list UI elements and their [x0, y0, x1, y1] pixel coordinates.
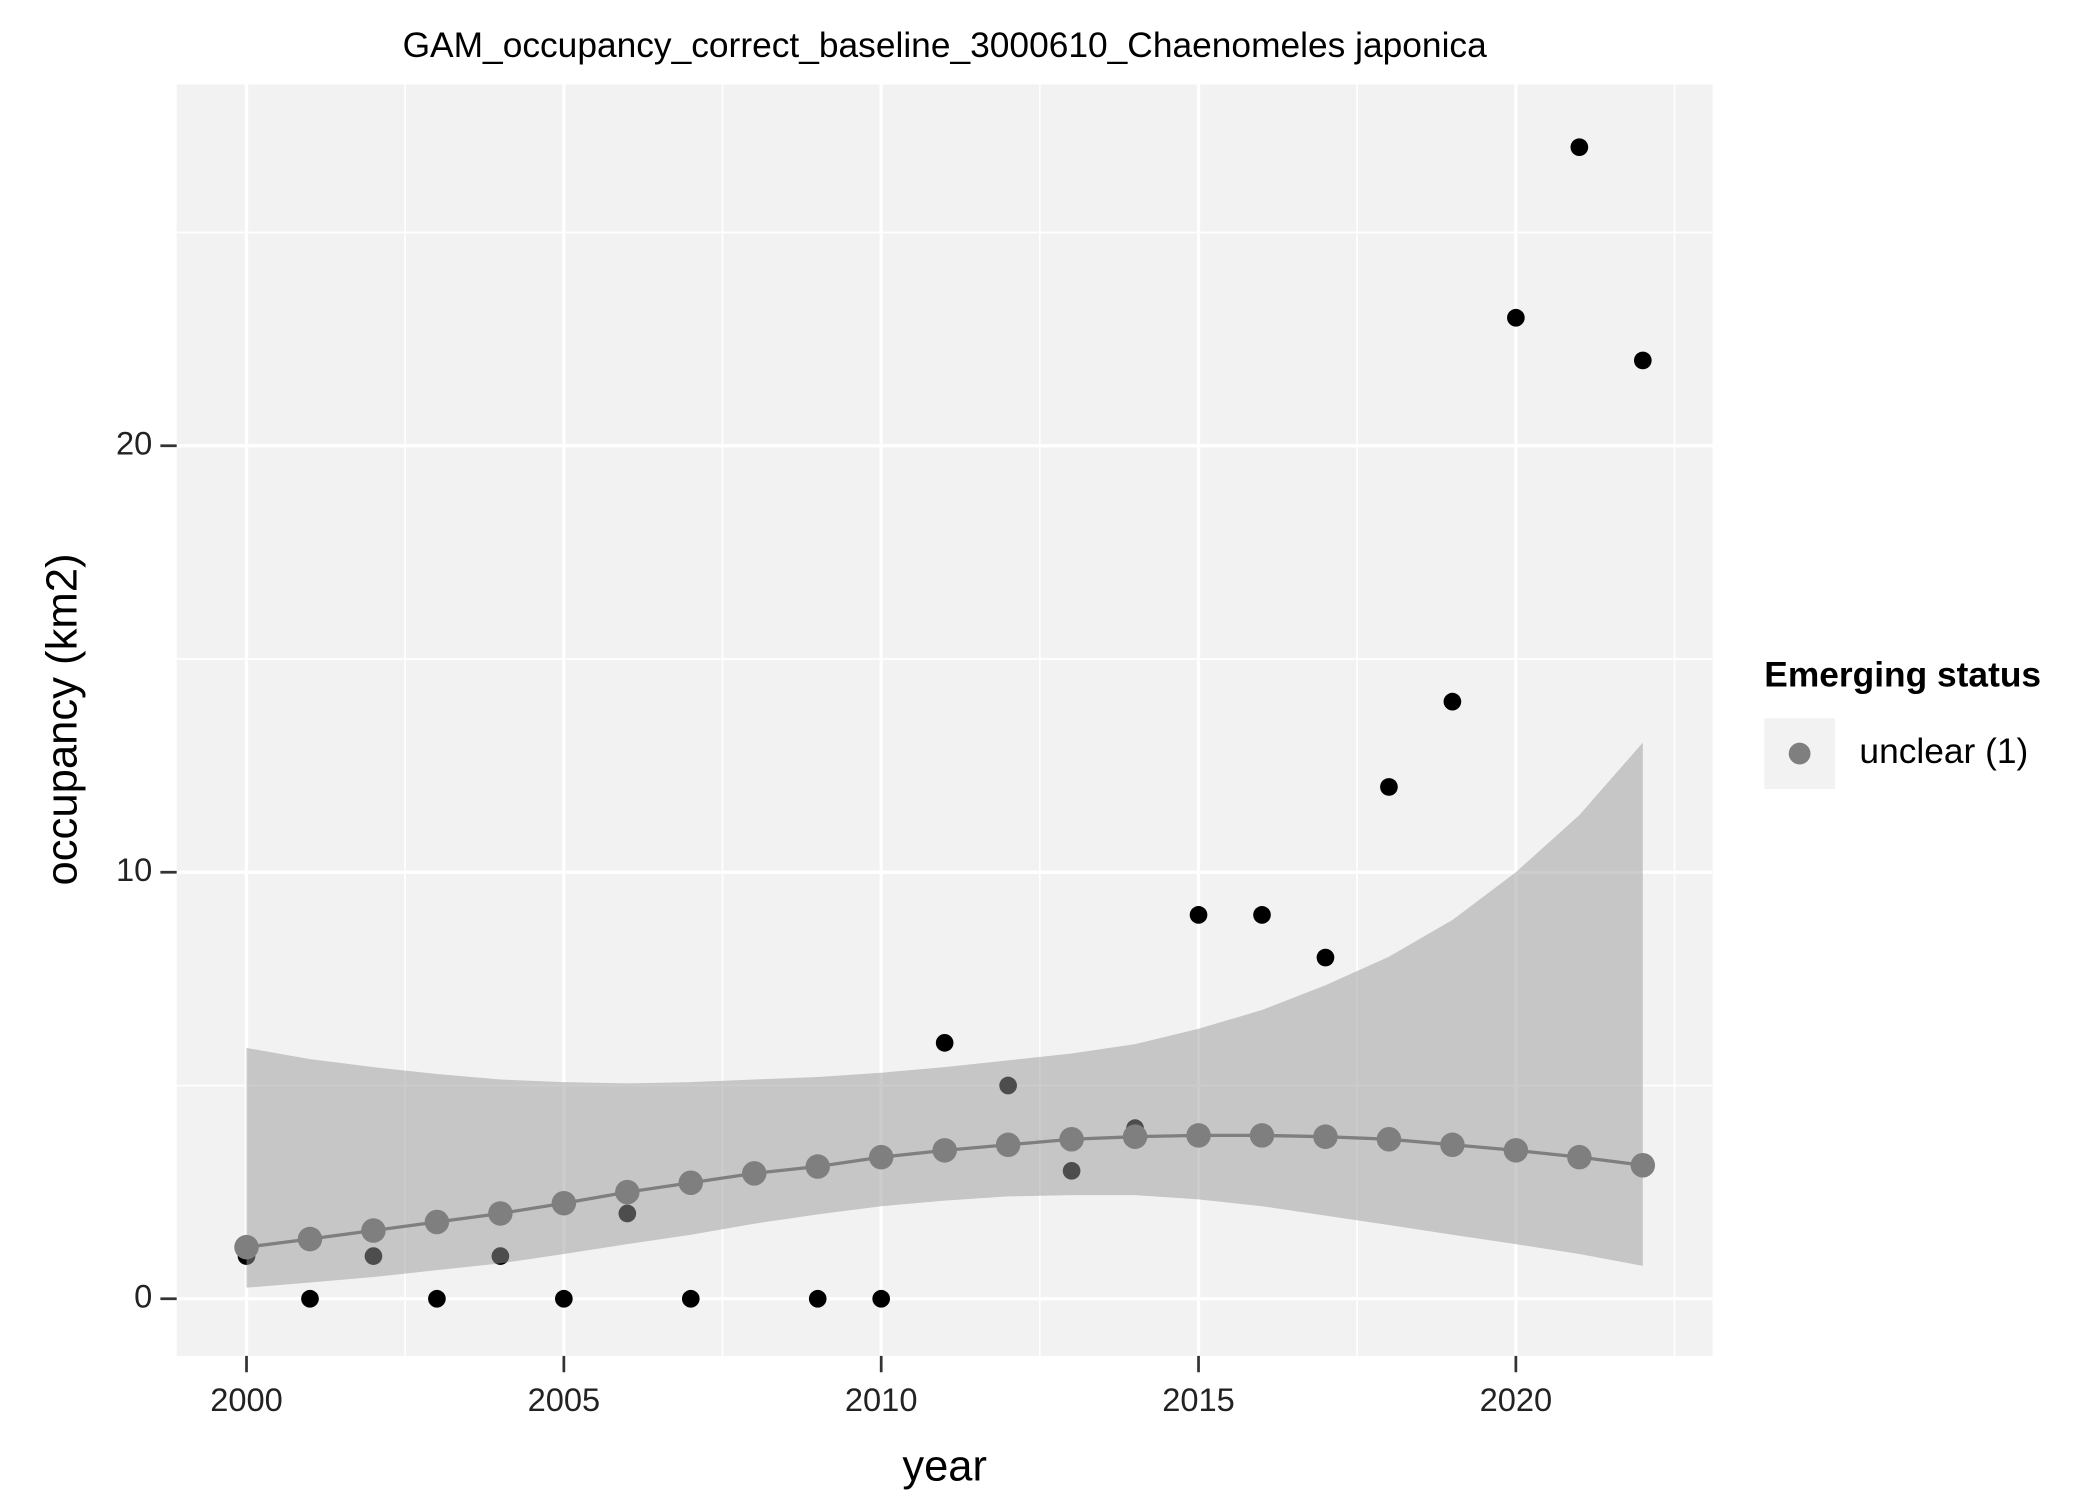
- fit-point: [678, 1170, 704, 1196]
- fit-point: [995, 1132, 1021, 1158]
- fit-point: [742, 1161, 767, 1186]
- fit-point: [1122, 1124, 1148, 1149]
- fit-point: [805, 1154, 830, 1179]
- fit-point: [551, 1190, 577, 1216]
- legend-marker: [1788, 742, 1811, 765]
- fit-point: [1503, 1138, 1529, 1163]
- observed-point: [428, 1289, 446, 1308]
- x-tick-label: 2005: [528, 1381, 601, 1418]
- x-tick-label: 2015: [1162, 1381, 1235, 1418]
- confidence-band: [246, 742, 1643, 1288]
- observed-point: [301, 1289, 319, 1308]
- y-tick-label: 20: [116, 424, 152, 461]
- x-tick-label: 2010: [845, 1381, 918, 1418]
- observed-point: [1189, 906, 1208, 924]
- observed-point: [1507, 308, 1525, 327]
- observed-point: [808, 1289, 827, 1308]
- fit-point: [1567, 1144, 1592, 1170]
- fit-point: [868, 1144, 894, 1170]
- y-tick-label: 0: [134, 1277, 152, 1314]
- fit-point: [1313, 1124, 1338, 1149]
- x-tick-label: 2000: [210, 1381, 283, 1418]
- observed-point: [872, 1289, 891, 1308]
- fit-point: [424, 1209, 450, 1235]
- fit-point: [1630, 1152, 1656, 1178]
- observed-point: [1380, 778, 1398, 796]
- observed-point: [935, 1033, 954, 1052]
- fit-point: [297, 1226, 323, 1252]
- y-tick-label: 10: [116, 851, 152, 888]
- observed-point: [1253, 906, 1271, 924]
- fit-point: [615, 1179, 640, 1205]
- legend-label: unclear (1): [1859, 732, 2028, 771]
- observed-point: [1316, 948, 1335, 967]
- legend-title: Emerging status: [1764, 656, 2041, 695]
- fit-point: [932, 1138, 957, 1163]
- fit-point: [1186, 1123, 1211, 1148]
- x-axis-title: year: [902, 1442, 987, 1490]
- fit-point: [1249, 1123, 1275, 1148]
- observed-point: [1633, 351, 1652, 370]
- fit-point: [488, 1201, 513, 1226]
- observed-point: [1443, 692, 1462, 711]
- y-axis-title: occupancy (km2): [39, 554, 87, 886]
- chart-title: GAM_occupancy_correct_baseline_3000610_C…: [403, 26, 1487, 65]
- fit-point: [1440, 1132, 1465, 1158]
- fit-point: [1059, 1126, 1084, 1152]
- fit-point: [234, 1234, 259, 1260]
- fit-point: [1376, 1126, 1402, 1152]
- observed-point: [681, 1289, 700, 1308]
- observed-point: [555, 1289, 573, 1308]
- x-tick-label: 2020: [1480, 1381, 1553, 1418]
- fit-point: [361, 1218, 386, 1243]
- observed-point: [1570, 138, 1589, 157]
